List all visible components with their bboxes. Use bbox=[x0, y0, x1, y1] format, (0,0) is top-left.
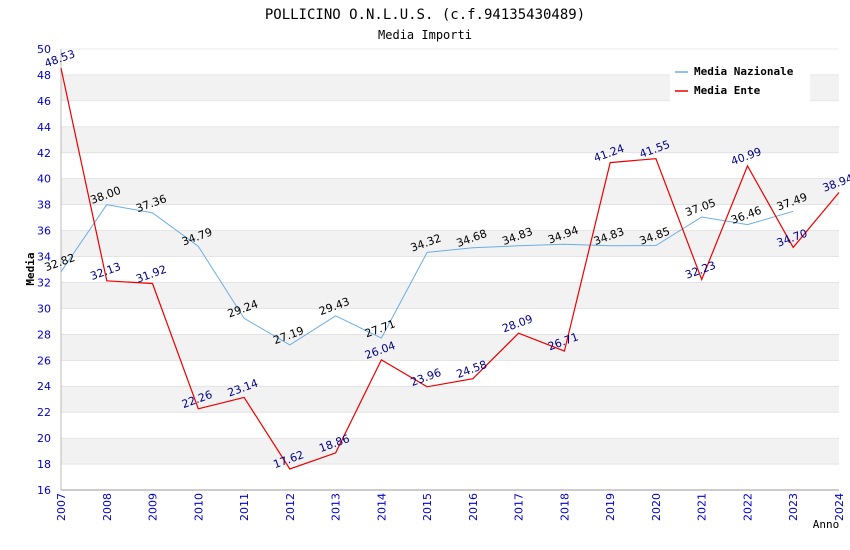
x-axis-label: Anno bbox=[813, 518, 840, 531]
y-tick-label: 16 bbox=[37, 484, 51, 497]
series-line-media-ente bbox=[60, 67, 840, 470]
data-label: 24.58 bbox=[455, 358, 489, 381]
y-tick-label: 20 bbox=[37, 432, 51, 445]
x-tick-label: 2015 bbox=[421, 493, 434, 521]
y-tick-label: 48 bbox=[37, 69, 51, 82]
grid-band bbox=[61, 386, 839, 413]
y-tick-label: 18 bbox=[37, 458, 51, 471]
x-tick-label: 2011 bbox=[238, 493, 251, 521]
series-line-media-nazionale bbox=[60, 204, 794, 346]
x-tick-label: 2024 bbox=[833, 493, 846, 521]
y-tick-label: 32 bbox=[37, 276, 51, 289]
x-tick-label: 2023 bbox=[787, 493, 800, 521]
grid-band bbox=[61, 334, 839, 361]
y-tick-label: 30 bbox=[37, 302, 51, 315]
y-tick-label: 44 bbox=[37, 121, 51, 134]
grid-band bbox=[61, 282, 839, 309]
y-tick-label: 40 bbox=[37, 173, 51, 186]
data-label: 28.09 bbox=[500, 312, 534, 335]
x-tick-label: 2022 bbox=[741, 493, 754, 521]
x-tick-label: 2020 bbox=[650, 493, 663, 521]
x-tick-label: 2017 bbox=[513, 493, 526, 521]
legend: Media Nazionale Media Ente bbox=[670, 62, 810, 102]
y-tick-label: 26 bbox=[37, 354, 51, 367]
x-tick-label: 2018 bbox=[558, 493, 571, 521]
chart-subtitle: Media Importi bbox=[378, 28, 472, 42]
y-tick-label: 42 bbox=[37, 147, 51, 160]
legend-label-media-ente: Media Ente bbox=[694, 84, 761, 97]
series-lines bbox=[60, 67, 840, 470]
x-tick-label: 2007 bbox=[55, 493, 68, 521]
y-tick-labels: 16 18 20 22 24 26 28 30 32 34 36 38 40 42 44 46 48 50 bbox=[37, 43, 51, 497]
legend-label-media-nazionale: Media Nazionale bbox=[694, 65, 794, 78]
grid-band bbox=[61, 438, 839, 465]
data-label: 32.13 bbox=[89, 260, 123, 283]
chart-title: POLLICINO O.N.L.U.S. (c.f.94135430489) bbox=[265, 7, 585, 23]
y-tick-label: 28 bbox=[37, 328, 51, 341]
background-bands bbox=[61, 74, 839, 465]
x-tick-labels: 2007 2008 2009 2010 2011 2012 2013 2014 2015 2016… bbox=[55, 493, 846, 521]
grid-band bbox=[61, 178, 839, 205]
x-tick-label: 2009 bbox=[147, 493, 160, 521]
y-tick-label: 24 bbox=[37, 380, 51, 393]
y-tick-label: 34 bbox=[37, 251, 51, 264]
y-tick-label: 36 bbox=[37, 225, 51, 238]
x-tick-label: 2012 bbox=[284, 493, 297, 521]
x-tick-label: 2010 bbox=[192, 493, 205, 521]
x-tick-label: 2016 bbox=[467, 493, 480, 521]
gridlines bbox=[61, 48, 839, 491]
grid-band bbox=[61, 230, 839, 257]
y-tick-label: 38 bbox=[37, 199, 51, 212]
y-tick-label: 50 bbox=[37, 43, 51, 56]
x-tick-label: 2008 bbox=[101, 493, 114, 521]
data-label: 32.23 bbox=[683, 259, 717, 282]
x-tick-label: 2019 bbox=[604, 493, 617, 521]
legend-box bbox=[670, 62, 810, 102]
grid-band bbox=[61, 126, 839, 153]
y-axis-label: Media bbox=[24, 252, 37, 285]
x-tick-label: 2014 bbox=[375, 493, 388, 521]
x-tick-label: 2013 bbox=[330, 493, 343, 521]
y-tick-label: 22 bbox=[37, 406, 51, 419]
data-label: 36.46 bbox=[729, 204, 763, 227]
y-tick-label: 46 bbox=[37, 95, 51, 108]
x-tick-label: 2021 bbox=[696, 493, 709, 521]
